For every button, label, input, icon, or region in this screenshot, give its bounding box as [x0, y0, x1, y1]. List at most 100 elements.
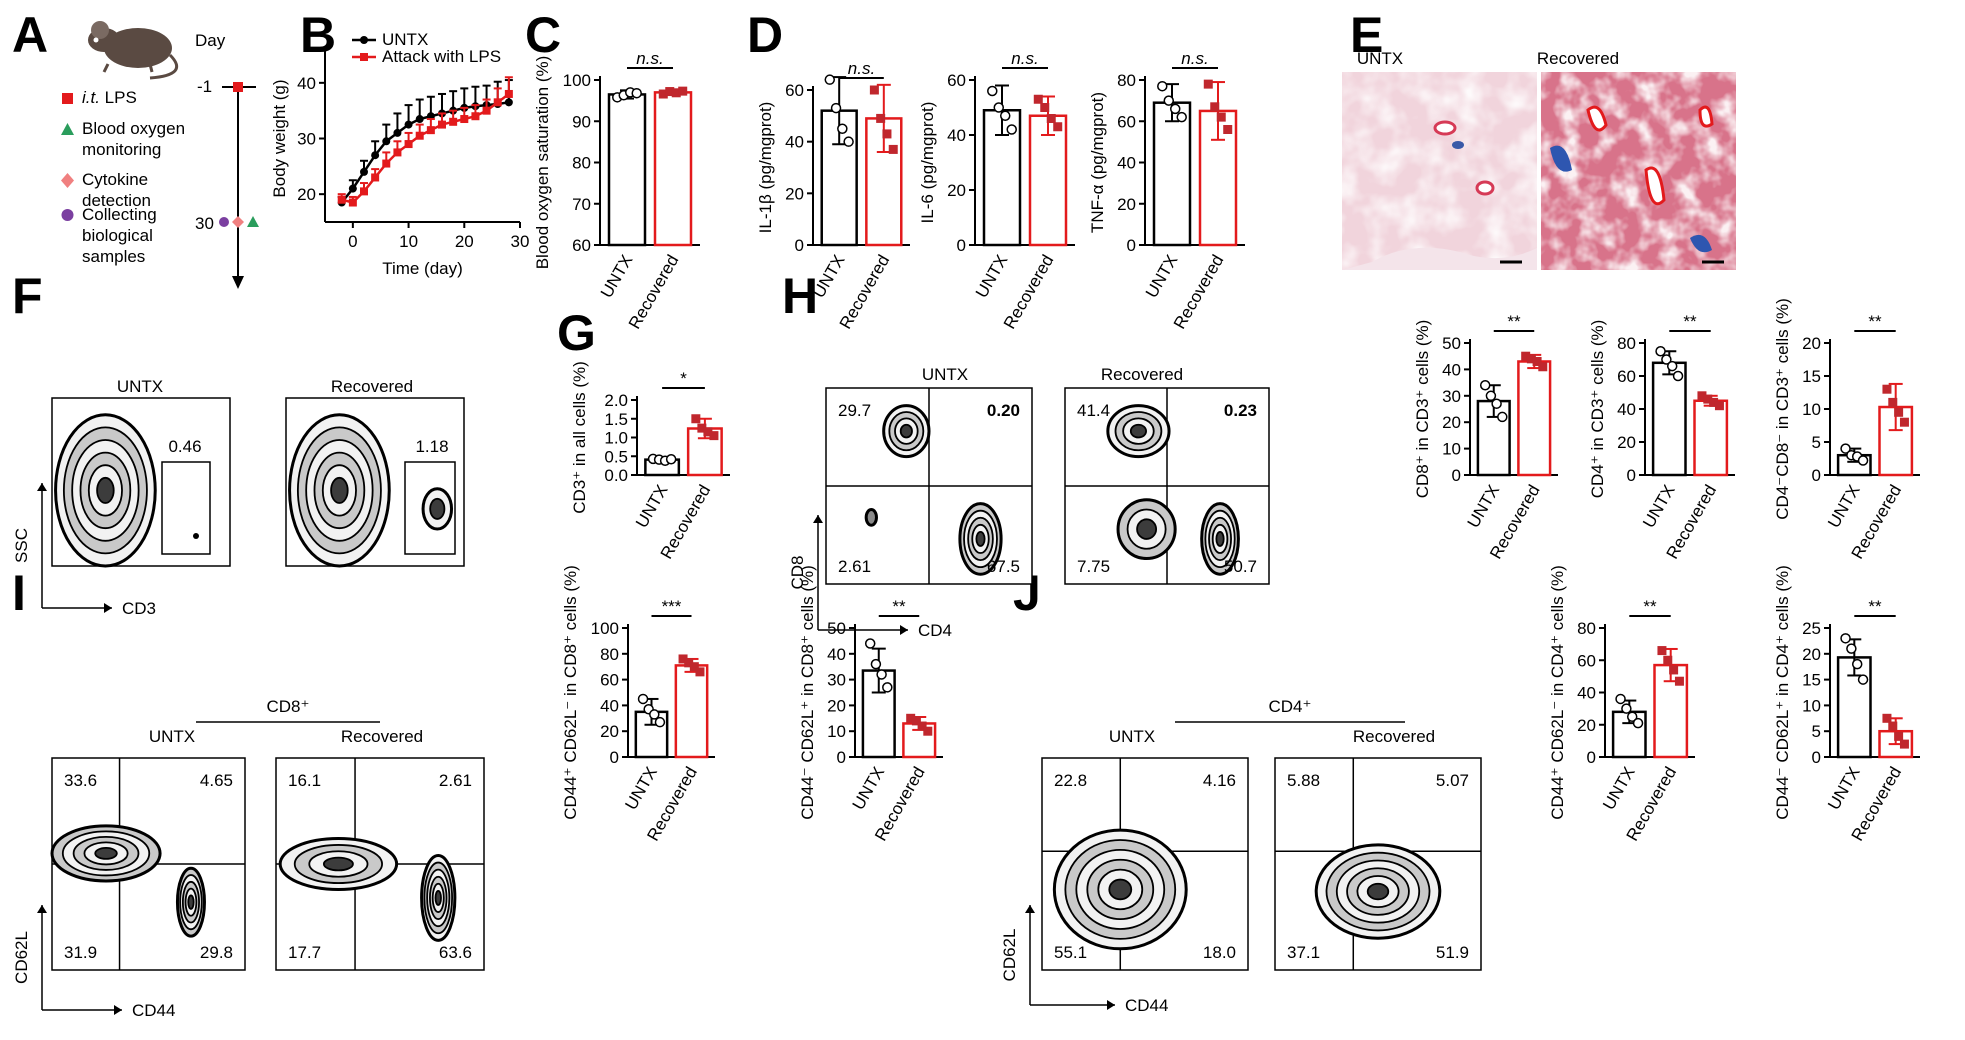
data-point	[1033, 94, 1043, 104]
contour-ring	[322, 856, 354, 872]
quadrant-top-left: 29.7	[838, 401, 871, 420]
y-tick-label: 20	[947, 181, 966, 200]
data-point	[1857, 455, 1869, 466]
data-point	[1040, 103, 1050, 112]
y-tick-label: 15	[1802, 367, 1821, 386]
data-point	[493, 98, 502, 107]
quadrant-bottom-left: 17.7	[288, 943, 321, 962]
histology-untx-image	[1342, 72, 1537, 270]
data-point	[1846, 643, 1857, 654]
y-tick-label: 10	[1802, 696, 1821, 715]
data-point	[504, 89, 513, 98]
data-point	[1663, 655, 1673, 665]
bar-recovered	[674, 664, 709, 759]
significance-label: n.s.	[1181, 49, 1208, 68]
y-axis-label: CD44⁺ CD62L⁻ in CD8⁺ cells (%)	[561, 565, 580, 820]
quadrant-top-right: 5.07	[1436, 771, 1469, 790]
y-tick-label: 60	[1617, 367, 1636, 386]
panel-e-histology: UNTX Recovered	[1342, 49, 1736, 270]
significance-label: *	[680, 369, 687, 388]
sample-circle-icon	[219, 217, 229, 227]
flow-x-axis-label: CD3	[122, 599, 156, 618]
data-point	[678, 86, 688, 96]
y-tick-label: 60	[1117, 112, 1136, 131]
data-point	[1899, 739, 1909, 749]
chart-j2: 0 5 10 15 20 25 CD44⁻ CD62L⁺ in CD4⁺ cells (%)…	[1773, 565, 1920, 844]
flow-x-axis-label: CD4	[918, 621, 952, 640]
panel-letter-d: D	[747, 7, 783, 63]
flow-x-axis-label: CD44	[132, 1001, 175, 1020]
data-point	[1223, 125, 1233, 134]
data-point	[917, 721, 927, 731]
flow-i-right-title: Recovered	[341, 727, 423, 746]
data-point	[911, 716, 921, 726]
data-point	[1888, 721, 1898, 731]
flow-f-left-title: UNTX	[117, 377, 163, 396]
timeline-legend-item: i.t. LPS	[62, 88, 137, 107]
data-point	[876, 113, 886, 123]
category-label: UNTX	[1824, 764, 1864, 814]
data-point	[671, 88, 681, 98]
square-marker-icon	[62, 93, 73, 104]
y-tick-label: 5	[1812, 433, 1821, 452]
quadrant-top-left: 41.4	[1077, 401, 1110, 420]
quadrant-top-right: 4.65	[200, 771, 233, 790]
flow-y-axis-label: CD8	[788, 555, 807, 589]
data-point	[709, 431, 719, 441]
oxygen-triangle-icon	[247, 216, 259, 227]
flow-i-recovered: 16.1 2.61 17.7 63.6	[275, 757, 485, 971]
y-tick-label: 80	[572, 154, 591, 173]
category-label: UNTX	[972, 252, 1012, 302]
data-point	[449, 117, 458, 126]
timeline-legend-text: i.t. LPS	[82, 88, 137, 107]
panel-h-flow: UNTX Recovered 29.7 0.20 2.61 67.5 41.4 0.23 7.7…	[788, 365, 1270, 640]
y-tick-label: 1.0	[604, 429, 628, 448]
data-point	[843, 136, 854, 147]
y-tick-label: 20	[1442, 413, 1461, 432]
data-point	[1666, 360, 1678, 372]
bar-recovered	[1028, 114, 1068, 247]
bar-untx	[1152, 101, 1192, 247]
contour-ring	[429, 497, 446, 520]
triangle-marker-icon	[61, 123, 74, 135]
y-tick-label: 40	[785, 133, 804, 152]
data-point	[382, 137, 391, 146]
x-tick-label: 10	[399, 232, 418, 251]
category-label: UNTX	[632, 482, 672, 532]
y-tick-label: 50	[1442, 334, 1461, 353]
y-axis-label: IL-1β (pg/mgprot)	[756, 102, 775, 234]
significance-label: **	[1868, 312, 1882, 331]
quadrant-bottom-left: 37.1	[1287, 943, 1320, 962]
data-point	[987, 85, 998, 97]
category-label: UNTX	[1639, 482, 1679, 532]
bar-recovered	[653, 91, 693, 247]
quadrant-bottom-left: 2.61	[838, 557, 871, 576]
y-tick-label: 0	[610, 748, 619, 767]
data-point	[404, 120, 413, 129]
data-point	[993, 102, 1005, 113]
data-point	[1216, 112, 1226, 122]
data-point	[1657, 646, 1667, 656]
data-point	[1497, 411, 1508, 423]
category-label: UNTX	[1464, 482, 1504, 532]
data-point	[703, 427, 713, 437]
data-point	[876, 669, 887, 680]
data-point	[637, 693, 649, 705]
y-tick-label: 50	[827, 619, 846, 638]
y-tick-label: 20	[1802, 334, 1821, 353]
flow-h-right-title: Recovered	[1101, 365, 1183, 384]
data-point	[824, 74, 836, 85]
bar-untx	[1651, 361, 1687, 477]
y-axis-label: IL-6 (pg/mgprot)	[918, 102, 937, 224]
y-tick-label: 60	[600, 671, 619, 690]
data-point	[1672, 370, 1684, 382]
quadrant-top-left: 5.88	[1287, 771, 1320, 790]
panel-letter-e: E	[1350, 7, 1383, 63]
data-point	[654, 716, 666, 728]
data-point	[1626, 711, 1638, 722]
data-point	[1709, 397, 1719, 407]
flow-y-axis-label: SSC	[12, 528, 31, 563]
quadrant-top-right: 4.16	[1203, 771, 1236, 790]
data-point	[1669, 665, 1679, 675]
